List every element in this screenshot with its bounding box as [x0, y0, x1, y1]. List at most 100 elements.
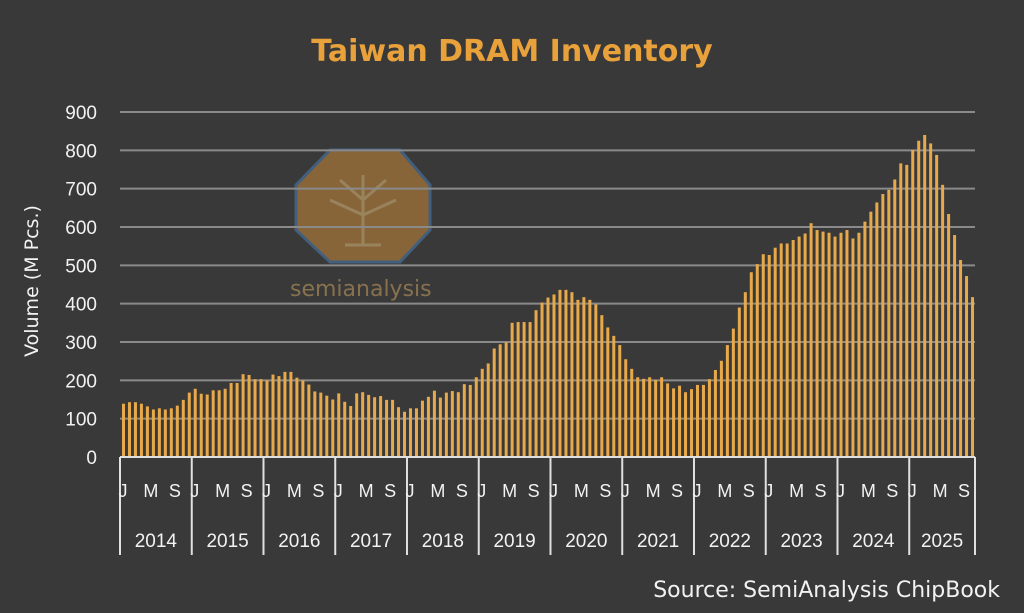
- y-tick-label: 100: [65, 410, 97, 431]
- bar-2018-12: [474, 377, 478, 457]
- year-label: 2019: [493, 531, 535, 552]
- bar-2014-8: [163, 409, 167, 457]
- y-tick-label: 500: [65, 256, 97, 277]
- bar-2015-1: [193, 388, 197, 457]
- year-label: 2014: [135, 531, 178, 552]
- bar-2020-6: [582, 297, 586, 457]
- bar-2015-3: [205, 394, 209, 457]
- y-tick-label: 0: [86, 448, 97, 469]
- month-label: J: [549, 481, 558, 501]
- month-label: S: [241, 481, 253, 501]
- bar-2016-11: [325, 395, 329, 457]
- month-label: S: [456, 481, 468, 501]
- y-tick-label: 900: [65, 103, 97, 124]
- bar-2022-2: [701, 384, 705, 457]
- bar-2025-5: [935, 154, 939, 457]
- bar-2025-4: [929, 143, 933, 457]
- bar-2015-2: [199, 393, 203, 457]
- bar-2022-7: [731, 328, 735, 457]
- bar-2023-1: [767, 254, 771, 457]
- y-tick-label: 600: [65, 218, 97, 239]
- bar-2018-9: [456, 392, 460, 457]
- bar-2016-12: [331, 399, 335, 457]
- bar-2017-11: [397, 407, 401, 457]
- bar-2015-12: [259, 379, 263, 457]
- bar-2023-2: [773, 247, 777, 457]
- chart-title: Taiwan DRAM Inventory: [311, 34, 713, 69]
- bar-2022-10: [749, 272, 753, 457]
- bar-2023-4: [785, 243, 789, 457]
- month-label: S: [886, 481, 898, 501]
- bar-2017-2: [343, 401, 347, 457]
- bar-2024-6: [869, 211, 873, 457]
- bar-2022-3: [707, 379, 711, 457]
- bar-2016-5: [289, 371, 293, 457]
- bar-2018-4: [426, 396, 430, 457]
- month-label: J: [621, 481, 630, 501]
- bar-2018-11: [468, 384, 472, 457]
- bar-2025-8: [953, 235, 957, 457]
- year-label: 2022: [709, 531, 751, 552]
- bar-2022-1: [695, 384, 699, 457]
- year-label: 2024: [852, 531, 895, 552]
- bar-2014-12: [187, 392, 191, 457]
- bar-2018-6: [438, 397, 442, 457]
- bar-2021-5: [648, 377, 652, 457]
- y-tick-label: 300: [65, 333, 97, 354]
- bar-2014-3: [133, 402, 137, 457]
- bar-2016-1: [265, 380, 269, 457]
- bar-2019-5: [504, 342, 508, 457]
- bar-2024-11: [899, 163, 903, 457]
- bar-2024-3: [851, 238, 855, 457]
- bar-2023-5: [791, 240, 795, 457]
- bar-2017-8: [379, 396, 383, 457]
- month-label: M: [287, 481, 302, 501]
- bar-2024-8: [881, 194, 885, 458]
- bar-2023-8: [809, 223, 813, 457]
- bar-2023-3: [779, 243, 783, 457]
- month-label: J: [262, 481, 271, 501]
- bar-2023-10: [821, 231, 825, 457]
- year-label: 2017: [350, 531, 392, 552]
- bar-2021-4: [642, 378, 646, 457]
- bar-2019-9: [528, 322, 532, 457]
- bar-2025-7: [947, 213, 951, 457]
- bar-2023-11: [827, 232, 831, 457]
- y-tick-label: 400: [65, 295, 97, 316]
- bar-2023-6: [797, 236, 801, 457]
- semianalysis-logo-watermark: semianalysis: [290, 148, 432, 302]
- bar-2016-2: [271, 374, 275, 457]
- bar-2021-6: [654, 379, 658, 457]
- bar-2019-1: [480, 368, 484, 457]
- bar-2019-11: [540, 302, 544, 457]
- bar-2014-11: [181, 399, 185, 457]
- bar-2017-4: [355, 393, 359, 457]
- bar-2019-6: [510, 322, 514, 457]
- bar-2020-5: [576, 299, 580, 457]
- month-label: J: [836, 481, 845, 501]
- bar-2019-3: [492, 348, 496, 457]
- bar-2024-10: [893, 179, 897, 457]
- bar-2022-12: [761, 254, 765, 457]
- month-label: M: [789, 481, 804, 501]
- month-label: M: [574, 481, 589, 501]
- bar-2017-1: [337, 393, 341, 457]
- month-label: J: [334, 481, 343, 501]
- bar-2017-5: [361, 392, 365, 457]
- year-label: 2018: [422, 531, 464, 552]
- bar-2020-1: [552, 294, 556, 457]
- bar-2023-12: [833, 236, 837, 457]
- bar-2020-9: [600, 315, 604, 457]
- bar-2020-11: [612, 335, 616, 457]
- bar-2020-7: [588, 299, 592, 457]
- bar-2021-1: [624, 359, 628, 457]
- bar-2015-8: [235, 383, 239, 457]
- bar-2021-9: [672, 388, 676, 457]
- bar-2015-11: [253, 379, 257, 457]
- bar-2025-1: [911, 149, 915, 457]
- bar-2024-5: [863, 221, 867, 457]
- bar-2022-5: [719, 360, 723, 457]
- year-label: 2015: [206, 531, 248, 552]
- month-label: M: [717, 481, 732, 501]
- source-note: Source: SemiAnalysis ChipBook: [653, 578, 1000, 603]
